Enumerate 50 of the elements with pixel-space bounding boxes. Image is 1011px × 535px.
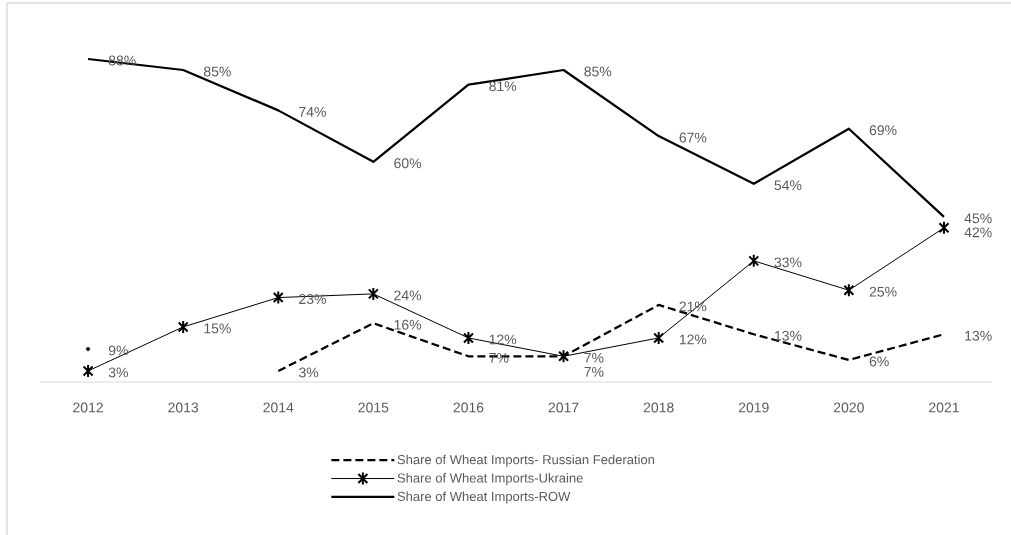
point xyxy=(177,319,189,334)
data-label: 85% xyxy=(584,66,612,77)
data-label: 85% xyxy=(203,66,231,77)
point xyxy=(558,349,570,364)
data-label: 81% xyxy=(489,81,517,92)
x-tick-label: 2020 xyxy=(833,402,864,413)
point xyxy=(272,290,284,305)
data-label: 16% xyxy=(394,319,422,330)
x-tick-label: 2014 xyxy=(263,402,294,413)
data-label: 45% xyxy=(964,213,992,224)
point xyxy=(82,363,94,378)
data-label: 12% xyxy=(679,334,707,345)
point xyxy=(653,330,665,345)
data-label: 24% xyxy=(394,290,422,301)
data-label: 12% xyxy=(489,334,517,345)
data-label: 9% xyxy=(108,345,128,356)
x-tick-label: 2013 xyxy=(168,402,199,413)
data-label: 33% xyxy=(774,257,802,268)
point xyxy=(843,283,855,298)
point xyxy=(86,346,91,351)
data-label: 60% xyxy=(394,158,422,169)
data-label: 74% xyxy=(299,106,326,117)
legend-label: Share of Wheat Imports-ROW xyxy=(397,491,571,504)
data-label: 25% xyxy=(869,286,897,297)
data-label: 3% xyxy=(108,367,128,378)
legend-label: Share of Wheat Imports- Russian Federation xyxy=(397,454,655,467)
point xyxy=(938,220,950,235)
data-label: 15% xyxy=(204,323,231,334)
point xyxy=(748,253,760,268)
legend-label: Share of Wheat Imports-Ukraine xyxy=(397,473,583,486)
point xyxy=(462,330,474,345)
x-tick-label: 2021 xyxy=(929,402,959,413)
data-label: 13% xyxy=(775,330,802,341)
x-tick-label: 2016 xyxy=(453,402,484,413)
point xyxy=(367,286,379,301)
data-label: 3% xyxy=(298,367,319,378)
data-label: 13% xyxy=(965,330,992,341)
data-label: 7% xyxy=(584,352,604,363)
data-label: 6% xyxy=(869,356,889,367)
x-tick-label: 2015 xyxy=(358,402,389,413)
data-label: 23% xyxy=(299,294,326,305)
x-tick-label: 2017 xyxy=(548,402,579,413)
x-tick-label: 2018 xyxy=(643,402,674,413)
data-label: 42% xyxy=(964,227,992,238)
data-label: 54% xyxy=(774,180,802,191)
data-label: 7% xyxy=(584,366,604,377)
x-tick-label: 2012 xyxy=(73,402,103,413)
data-label: 69% xyxy=(869,125,897,136)
data-label: 67% xyxy=(679,132,707,143)
x-tick-label: 2019 xyxy=(738,402,769,413)
